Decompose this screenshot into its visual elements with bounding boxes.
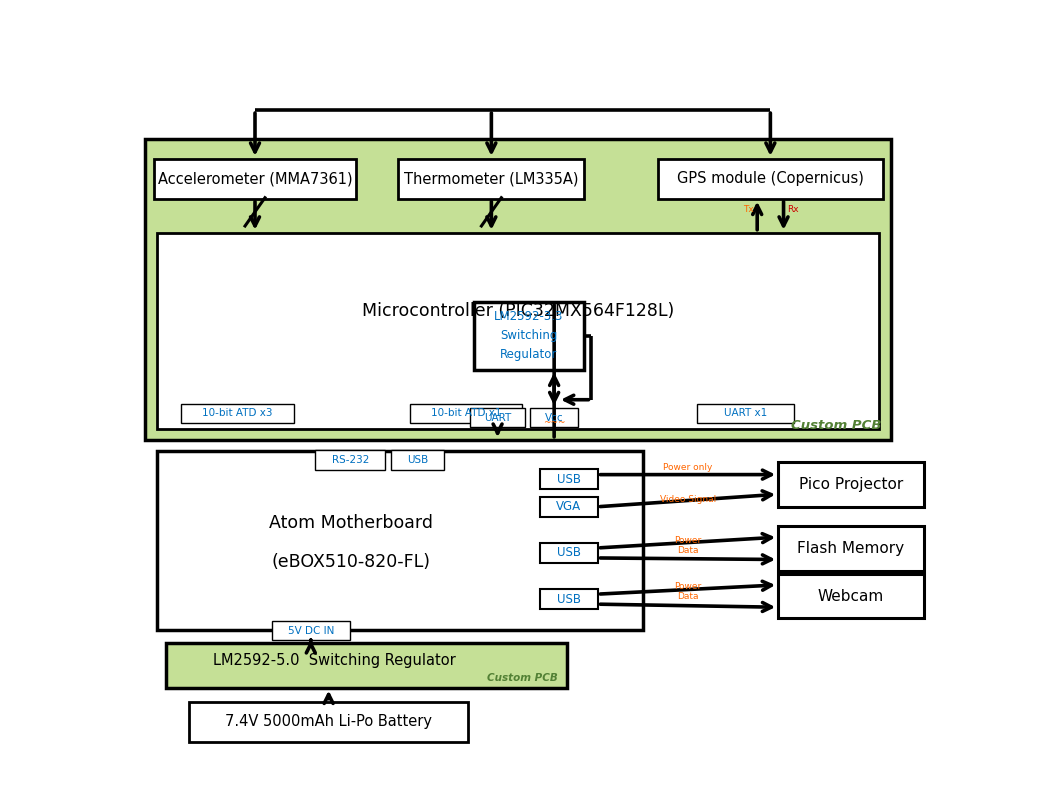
Text: Microcontroller (PIC32MX564F128L): Microcontroller (PIC32MX564F128L) bbox=[362, 302, 674, 320]
Text: Flash Memory: Flash Memory bbox=[798, 541, 904, 556]
Bar bbox=[272, 622, 350, 640]
Text: UART: UART bbox=[484, 413, 511, 423]
Text: UART x1: UART x1 bbox=[723, 408, 767, 418]
Bar bbox=[154, 159, 355, 199]
Text: Regulator: Regulator bbox=[500, 348, 558, 361]
Text: Data: Data bbox=[677, 546, 699, 555]
Text: Data: Data bbox=[677, 592, 699, 601]
Text: LM2592-3.3: LM2592-3.3 bbox=[494, 310, 563, 323]
Text: ~~~: ~~~ bbox=[543, 418, 566, 427]
Bar bbox=[474, 302, 584, 370]
Bar bbox=[145, 140, 891, 440]
Text: Custom PCB: Custom PCB bbox=[487, 673, 558, 683]
Text: (eBOX510-820-FL): (eBOX510-820-FL) bbox=[271, 553, 431, 571]
Bar bbox=[540, 469, 597, 489]
Bar bbox=[410, 404, 522, 423]
Text: 5V DC IN: 5V DC IN bbox=[287, 626, 334, 636]
Text: Tx: Tx bbox=[743, 205, 755, 214]
Text: 10-bit ATD x1: 10-bit ATD x1 bbox=[431, 408, 501, 418]
Text: Custom PCB: Custom PCB bbox=[790, 419, 881, 432]
Bar bbox=[471, 408, 525, 427]
Text: Power: Power bbox=[674, 536, 701, 545]
Text: Thermometer (LM335A): Thermometer (LM335A) bbox=[405, 171, 578, 186]
Text: LM2592-5.0  Switching Regulator: LM2592-5.0 Switching Regulator bbox=[213, 653, 456, 668]
Text: USB: USB bbox=[407, 455, 429, 465]
Text: Accelerometer (MMA7361): Accelerometer (MMA7361) bbox=[157, 171, 352, 186]
Text: Rx: Rx bbox=[787, 205, 799, 214]
Text: USB: USB bbox=[556, 472, 581, 486]
Text: Video Signal: Video Signal bbox=[659, 495, 716, 504]
Text: USB: USB bbox=[556, 547, 581, 559]
Bar bbox=[315, 450, 386, 470]
Bar bbox=[189, 702, 468, 742]
Text: 7.4V 5000mAh Li-Po Battery: 7.4V 5000mAh Li-Po Battery bbox=[225, 714, 432, 729]
Text: USB: USB bbox=[556, 592, 581, 606]
Text: Pico Projector: Pico Projector bbox=[799, 477, 903, 492]
Text: VGA: VGA bbox=[556, 500, 582, 514]
Bar bbox=[540, 497, 597, 517]
Bar bbox=[166, 643, 567, 688]
Bar bbox=[156, 232, 879, 429]
Text: 10-bit ATD x3: 10-bit ATD x3 bbox=[202, 408, 272, 418]
Text: GPS module (Copernicus): GPS module (Copernicus) bbox=[677, 171, 864, 186]
Bar bbox=[540, 543, 597, 563]
Text: Power: Power bbox=[674, 582, 701, 591]
Text: RS-232: RS-232 bbox=[331, 455, 369, 465]
Text: Atom Motherboard: Atom Motherboard bbox=[269, 514, 433, 532]
Text: Vcc: Vcc bbox=[545, 413, 564, 423]
Text: Switching: Switching bbox=[500, 329, 558, 342]
Bar bbox=[398, 159, 585, 199]
Bar bbox=[530, 408, 578, 427]
Bar bbox=[697, 404, 793, 423]
Bar bbox=[181, 404, 293, 423]
Bar bbox=[658, 159, 882, 199]
Text: Power only: Power only bbox=[663, 463, 713, 472]
Bar bbox=[778, 574, 924, 619]
Bar bbox=[778, 526, 924, 570]
Text: Webcam: Webcam bbox=[817, 589, 885, 604]
Bar bbox=[540, 589, 597, 609]
Bar bbox=[391, 450, 444, 470]
Bar bbox=[778, 462, 924, 506]
Bar bbox=[156, 451, 643, 630]
